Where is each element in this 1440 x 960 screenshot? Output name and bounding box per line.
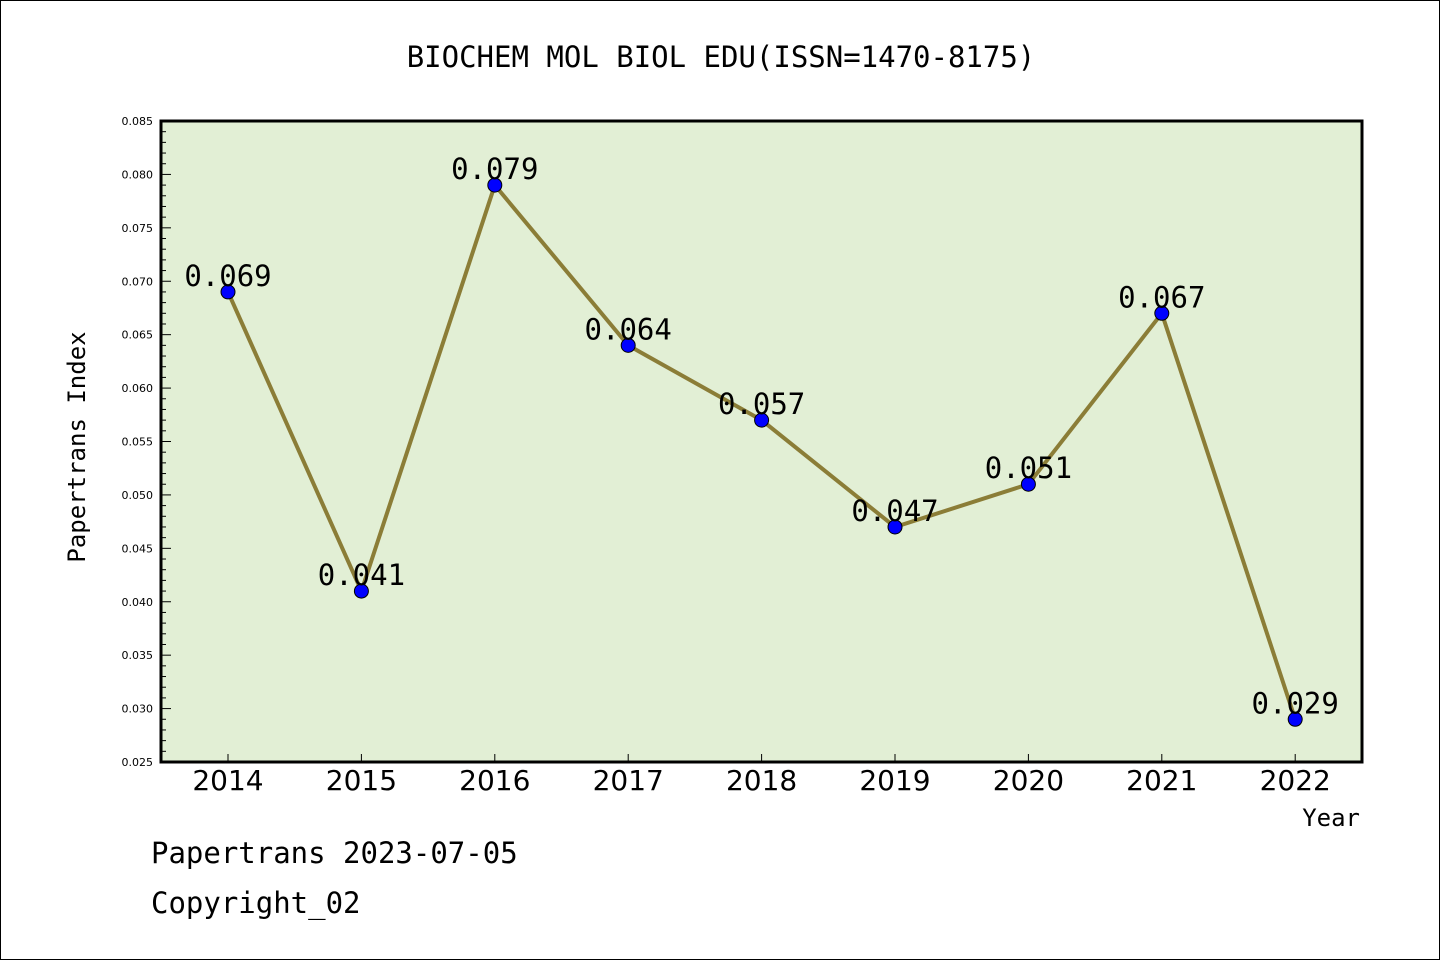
data-point bbox=[220, 284, 236, 300]
y-tick-label: 0.080 bbox=[122, 168, 154, 181]
data-point bbox=[887, 519, 903, 535]
y-tick-label: 0.075 bbox=[122, 222, 154, 235]
data-point bbox=[1287, 711, 1303, 727]
x-tick-label: 2018 bbox=[726, 764, 797, 797]
chart-title: BIOCHEM MOL BIOL EDU(ISSN=1470-8175) bbox=[407, 40, 1036, 74]
data-label: 0.069 bbox=[184, 259, 271, 293]
y-axis: 0.025 0.030 0.035 0.040 0.045 0.050 0.055 0.060… bbox=[122, 115, 171, 769]
y-tick-label: 0.040 bbox=[122, 596, 154, 609]
y-tick-label: 0.050 bbox=[122, 489, 154, 502]
footer-copyright: Copyright_02 bbox=[151, 886, 361, 920]
x-tick-label: 2015 bbox=[326, 764, 397, 797]
data-label: 0.041 bbox=[318, 558, 405, 592]
x-tick-label: 2019 bbox=[859, 764, 930, 797]
x-tick-label: 2016 bbox=[459, 764, 530, 797]
x-tick-label: 2014 bbox=[192, 764, 263, 797]
footer-date: Papertrans 2023-07-05 bbox=[151, 836, 518, 870]
data-point bbox=[353, 583, 369, 599]
data-label: 0.057 bbox=[718, 387, 805, 421]
data-label: 0.029 bbox=[1252, 686, 1339, 720]
x-tick-label: 2022 bbox=[1260, 764, 1331, 797]
data-point bbox=[1154, 305, 1170, 321]
y-tick-label: 0.055 bbox=[122, 436, 154, 449]
data-label: 0.064 bbox=[585, 312, 672, 346]
data-point bbox=[754, 412, 770, 428]
y-tick-label: 0.045 bbox=[122, 542, 154, 555]
y-tick-label: 0.085 bbox=[122, 115, 154, 128]
data-label: 0.051 bbox=[985, 451, 1072, 485]
x-tick-label: 2020 bbox=[993, 764, 1064, 797]
y-tick-label: 0.025 bbox=[122, 756, 154, 769]
plot-area bbox=[159, 119, 1364, 764]
data-point bbox=[487, 177, 503, 193]
data-label: 0.047 bbox=[851, 494, 938, 528]
series-group: 0.069 0.041 0.079 0.064 0.057 0.047 0.051 0.067… bbox=[184, 152, 1339, 727]
y-tick-label: 0.060 bbox=[122, 382, 154, 395]
x-axis: 2014 2015 2016 2017 2018 2019 2020 2021 2022 bbox=[192, 754, 1331, 797]
x-tick-label: 2017 bbox=[593, 764, 664, 797]
y-tick-label: 0.035 bbox=[122, 649, 154, 662]
y-axis-label: Papertrans Index bbox=[63, 331, 91, 562]
data-label: 0.079 bbox=[451, 152, 538, 186]
x-tick-label: 2021 bbox=[1126, 764, 1197, 797]
data-point bbox=[620, 337, 636, 353]
y-tick-label: 0.065 bbox=[122, 329, 154, 342]
y-tick-label: 0.030 bbox=[122, 703, 154, 716]
data-label: 0.067 bbox=[1118, 280, 1205, 314]
x-axis-label: Year bbox=[1302, 804, 1360, 832]
y-tick-label: 0.070 bbox=[122, 275, 154, 288]
data-point bbox=[1020, 476, 1036, 492]
